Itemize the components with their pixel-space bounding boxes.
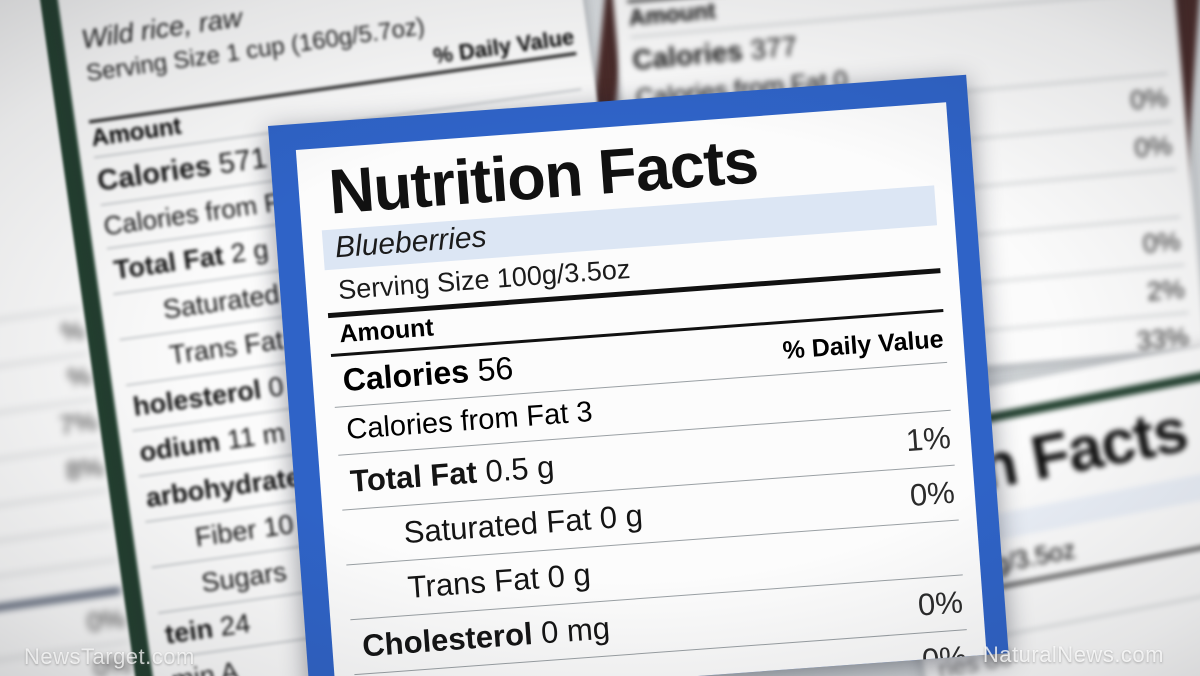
nutrient-name: Saturated Fat <box>402 501 593 550</box>
top-right-calories-label: Calories <box>631 35 744 76</box>
nutrient-value: 0 mg <box>539 610 612 651</box>
nutrient-name: Sugars <box>199 556 289 599</box>
nutrient-value: 24 <box>218 608 253 642</box>
nutrient-daily-value: 0% <box>1141 225 1182 259</box>
nutrient-name: arbohydrate <box>143 461 303 514</box>
nutrient-name: min A <box>169 656 241 676</box>
nutrient-value: 2 g <box>228 233 271 269</box>
edge-dv-5: 0% <box>91 648 133 676</box>
nutrient-value: 0.5 g <box>484 448 556 489</box>
nutrient-daily-value: 0% <box>1133 130 1174 164</box>
nutrient-daily-value: 2% <box>1145 273 1186 307</box>
nutrient-daily-value: 0% <box>908 474 956 513</box>
top-right-amount-header: Amount <box>627 0 717 31</box>
nutrient-name: odium <box>137 426 222 468</box>
blueberries-product-name: Blueberries <box>333 220 488 265</box>
nutrient-daily-value: 0% <box>916 584 964 623</box>
wild-rice-calories-value: 571 <box>216 142 270 181</box>
blueberries-rows: Total Fat 0.5 g 1% Saturated Fat 0 g 0% Trans … <box>339 420 979 676</box>
nutrient-daily-value: 0% <box>1129 82 1170 116</box>
nutrient-value: 0 g <box>546 556 592 595</box>
blueberries-amount-header: Amount <box>338 313 435 349</box>
nutrient-name: Fiber <box>193 514 259 553</box>
nutrient-daily-value: 1% <box>904 419 952 458</box>
blueberries-calories-value: 56 <box>476 349 515 389</box>
nutrient-value: 10 <box>261 509 296 543</box>
top-right-calories-value: 377 <box>749 30 799 66</box>
nutrient-name: tein <box>163 613 215 650</box>
nutrient-value: 11 m <box>225 417 287 456</box>
blueberries-calories-label: Calories <box>341 352 471 398</box>
nutrient-name: Total Fat <box>348 454 479 499</box>
nutrient-value: 0 <box>266 371 286 403</box>
edge-dv-3: 8% <box>63 451 106 487</box>
blueberries-dv-header: % Daily Value <box>781 324 945 365</box>
nutrient-value: 0 g <box>598 497 644 536</box>
nutrient-name: Trans Fat <box>406 560 541 605</box>
blueberries-paper: Nutrition Facts Blueberries Serving Size… <box>295 102 987 676</box>
label-blueberries[interactable]: Nutrition Facts Blueberries Serving Size… <box>268 74 1009 676</box>
nutrient-value: 4 mg <box>487 669 558 676</box>
nutrient-name: Cholesterol <box>361 615 534 664</box>
